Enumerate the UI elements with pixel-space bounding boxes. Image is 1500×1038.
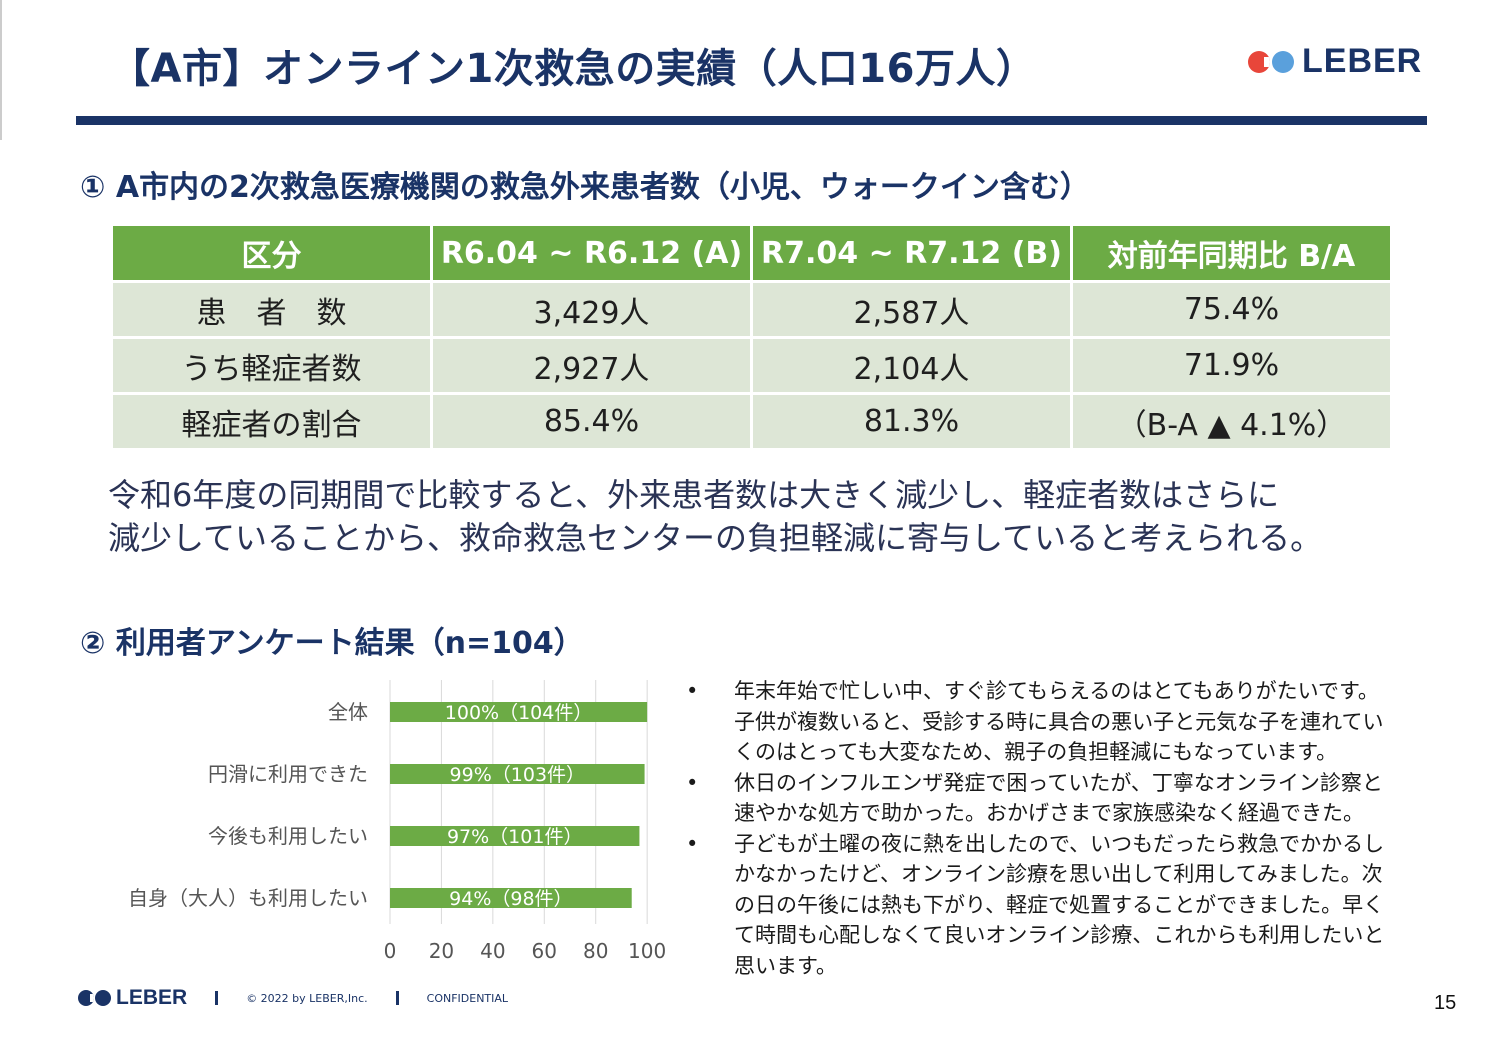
summary-line: 減少していることから、救命救急センターの負担軽減に寄与していると考えられる。 (108, 519, 1323, 557)
section1-heading: ① A市内の2次救急医療機関の救急外来患者数（小児、ウォークイン含む） (80, 170, 1090, 205)
chart-bar (390, 888, 632, 908)
table-cell: 71.9% (1070, 336, 1393, 395)
table-cell: 2,927人 (430, 336, 753, 395)
chart-data-label: 94%（98件） (449, 888, 572, 910)
footer-copyright: © 2022 by LEBER,Inc. (246, 991, 368, 1005)
comment-line: の日の午後には熱も下がり、軽症で処置することができました。早く (734, 892, 1385, 917)
footer-logo: LEBER (78, 986, 187, 1010)
chart-tick-label: 60 (532, 939, 557, 963)
table-row: うち軽症者数 2,927人 2,104人 71.9% (110, 336, 1393, 395)
bullet-icon: • (686, 679, 699, 703)
chart-tick-label: 20 (429, 939, 454, 963)
table-cell: 2,104人 (750, 336, 1073, 395)
comment-line: 子供が複数いると、受診する時に具合の悪い子と元気な子を連れてい (734, 709, 1384, 734)
table-row: 軽症者の割合 85.4% 81.3% （B-A ▲ 4.1%） (110, 392, 1393, 451)
table-header-cell: R6.04 ~ R6.12 (A) (430, 223, 753, 283)
section2-heading: ② 利用者アンケート結果（n=104） (80, 626, 584, 661)
survey-bar-chart: 全体 100%（104件） 円滑に利用できた 99%（103件） 今後も利用したい 97%… (128, 680, 666, 963)
table-cell: 75.4% (1070, 280, 1393, 339)
table-header-cell: R7.04 ~ R7.12 (B) (750, 223, 1073, 283)
comment-line: 年末年始で忙しい中、すぐ診てもらえるのはとてもありがたいです。 (734, 679, 1379, 703)
chart-bar (390, 826, 640, 846)
chart-bar (390, 764, 645, 784)
logo-red-circle-icon (1248, 50, 1270, 73)
footer-logo-text: LEBER (116, 986, 188, 1009)
table-header-cell: 対前年同期比 B/A (1070, 223, 1393, 283)
page-title: 【A市】オンライン1次救急の実績（人口16万人） (110, 46, 1037, 92)
table-cell: 軽症者の割合 (110, 392, 433, 451)
comment-item: • 子どもが土曜の夜に熱を出したので、いつもだったら救急でかかるし かなかったけ… (684, 829, 1464, 982)
comment-line: 速やかな処方で助かった。おかげさまで家族感染なく経過できた。 (734, 801, 1364, 825)
chart-data-label: 100%（104件） (445, 702, 593, 724)
table-row: 患 者 数 3,429人 2,587人 75.4% (110, 280, 1393, 339)
table-cell: 2,587人 (750, 280, 1073, 339)
table-cell: 81.3% (750, 392, 1073, 451)
title-underline (76, 116, 1427, 125)
comment-line: 休日のインフルエンザ発症で困っていたが、丁寧なオンライン診察と (734, 770, 1383, 795)
chart-category-label: 全体 (328, 700, 368, 724)
table-cell: うち軽症者数 (110, 336, 433, 395)
chart-bar (390, 702, 648, 722)
comment-item: • 年末年始で忙しい中、すぐ診てもらえるのはとてもありがたいです。 子供が複数い… (684, 676, 1464, 768)
chart-tick-label: 100 (628, 939, 666, 963)
comment-list: • 年末年始で忙しい中、すぐ診てもらえるのはとてもありがたいです。 子供が複数い… (684, 676, 1464, 981)
chart-data-label: 99%（103件） (450, 764, 586, 786)
chart-data-label: 97%（101件） (447, 826, 583, 848)
left-edge-line (0, 0, 2, 140)
table-header-row: 区分 R6.04 ~ R6.12 (A) R7.04 ~ R7.12 (B) 対… (110, 223, 1393, 283)
logo-blue-circle-icon (1272, 50, 1294, 73)
header-logo: LEBER (1248, 42, 1422, 81)
comment-line: かなかったけど、オンライン診療を思い出して利用してみました。次 (734, 862, 1383, 886)
chart-category-label: 円滑に利用できた (208, 762, 368, 786)
patient-table: 区分 R6.04 ~ R6.12 (A) R7.04 ~ R7.12 (B) 対… (110, 223, 1393, 451)
table-cell: 85.4% (430, 392, 753, 451)
comment-item: • 休日のインフルエンザ発症で困っていたが、丁寧なオンライン診察と 速やかな処方… (684, 768, 1464, 829)
footer-separator (395, 991, 399, 1005)
table-cell: 3,429人 (430, 280, 753, 339)
bullet-icon: • (686, 770, 699, 795)
chart-tick-label: 0 (384, 939, 397, 963)
comment-line: 子どもが土曜の夜に熱を出したので、いつもだったら救急でかかるし (734, 831, 1385, 856)
footer: LEBER © 2022 by LEBER,Inc. CONFIDENTIAL (78, 986, 508, 1010)
footer-logo-o-icon (95, 990, 111, 1006)
comment-line: くのはとっても大変なため、親子の負担軽減にもなっています。 (734, 740, 1338, 764)
chart-tick-label: 40 (480, 939, 505, 963)
summary-line: 令和6年度の同期間で比較すると、外来患者数は大きく減少し、軽症者数はさらに (108, 476, 1280, 514)
page-number: 15 (1434, 992, 1457, 1014)
chart-category-label: 今後も利用したい (208, 824, 368, 848)
logo-text: LEBER (1302, 42, 1423, 80)
summary-text: 令和6年度の同期間で比較すると、外来患者数は大きく減少し、軽症者数はさらに 減少… (108, 474, 1438, 560)
footer-separator (215, 991, 219, 1005)
chart-category-label: 自身（大人）も利用したい (128, 886, 368, 910)
footer-logo-c-icon (78, 990, 94, 1006)
table-header-cell: 区分 (110, 223, 433, 283)
footer-confidential: CONFIDENTIAL (426, 991, 509, 1005)
table-cell: 患 者 数 (110, 280, 433, 339)
table-cell: （B-A ▲ 4.1%） (1070, 392, 1393, 451)
chart-tick-label: 80 (583, 939, 608, 963)
comment-line: 思います。 (734, 953, 837, 978)
bullet-icon: • (686, 831, 699, 856)
comment-line: て時間も心配しなくて良いオンライン診療、これからも利用したいと (734, 923, 1385, 947)
